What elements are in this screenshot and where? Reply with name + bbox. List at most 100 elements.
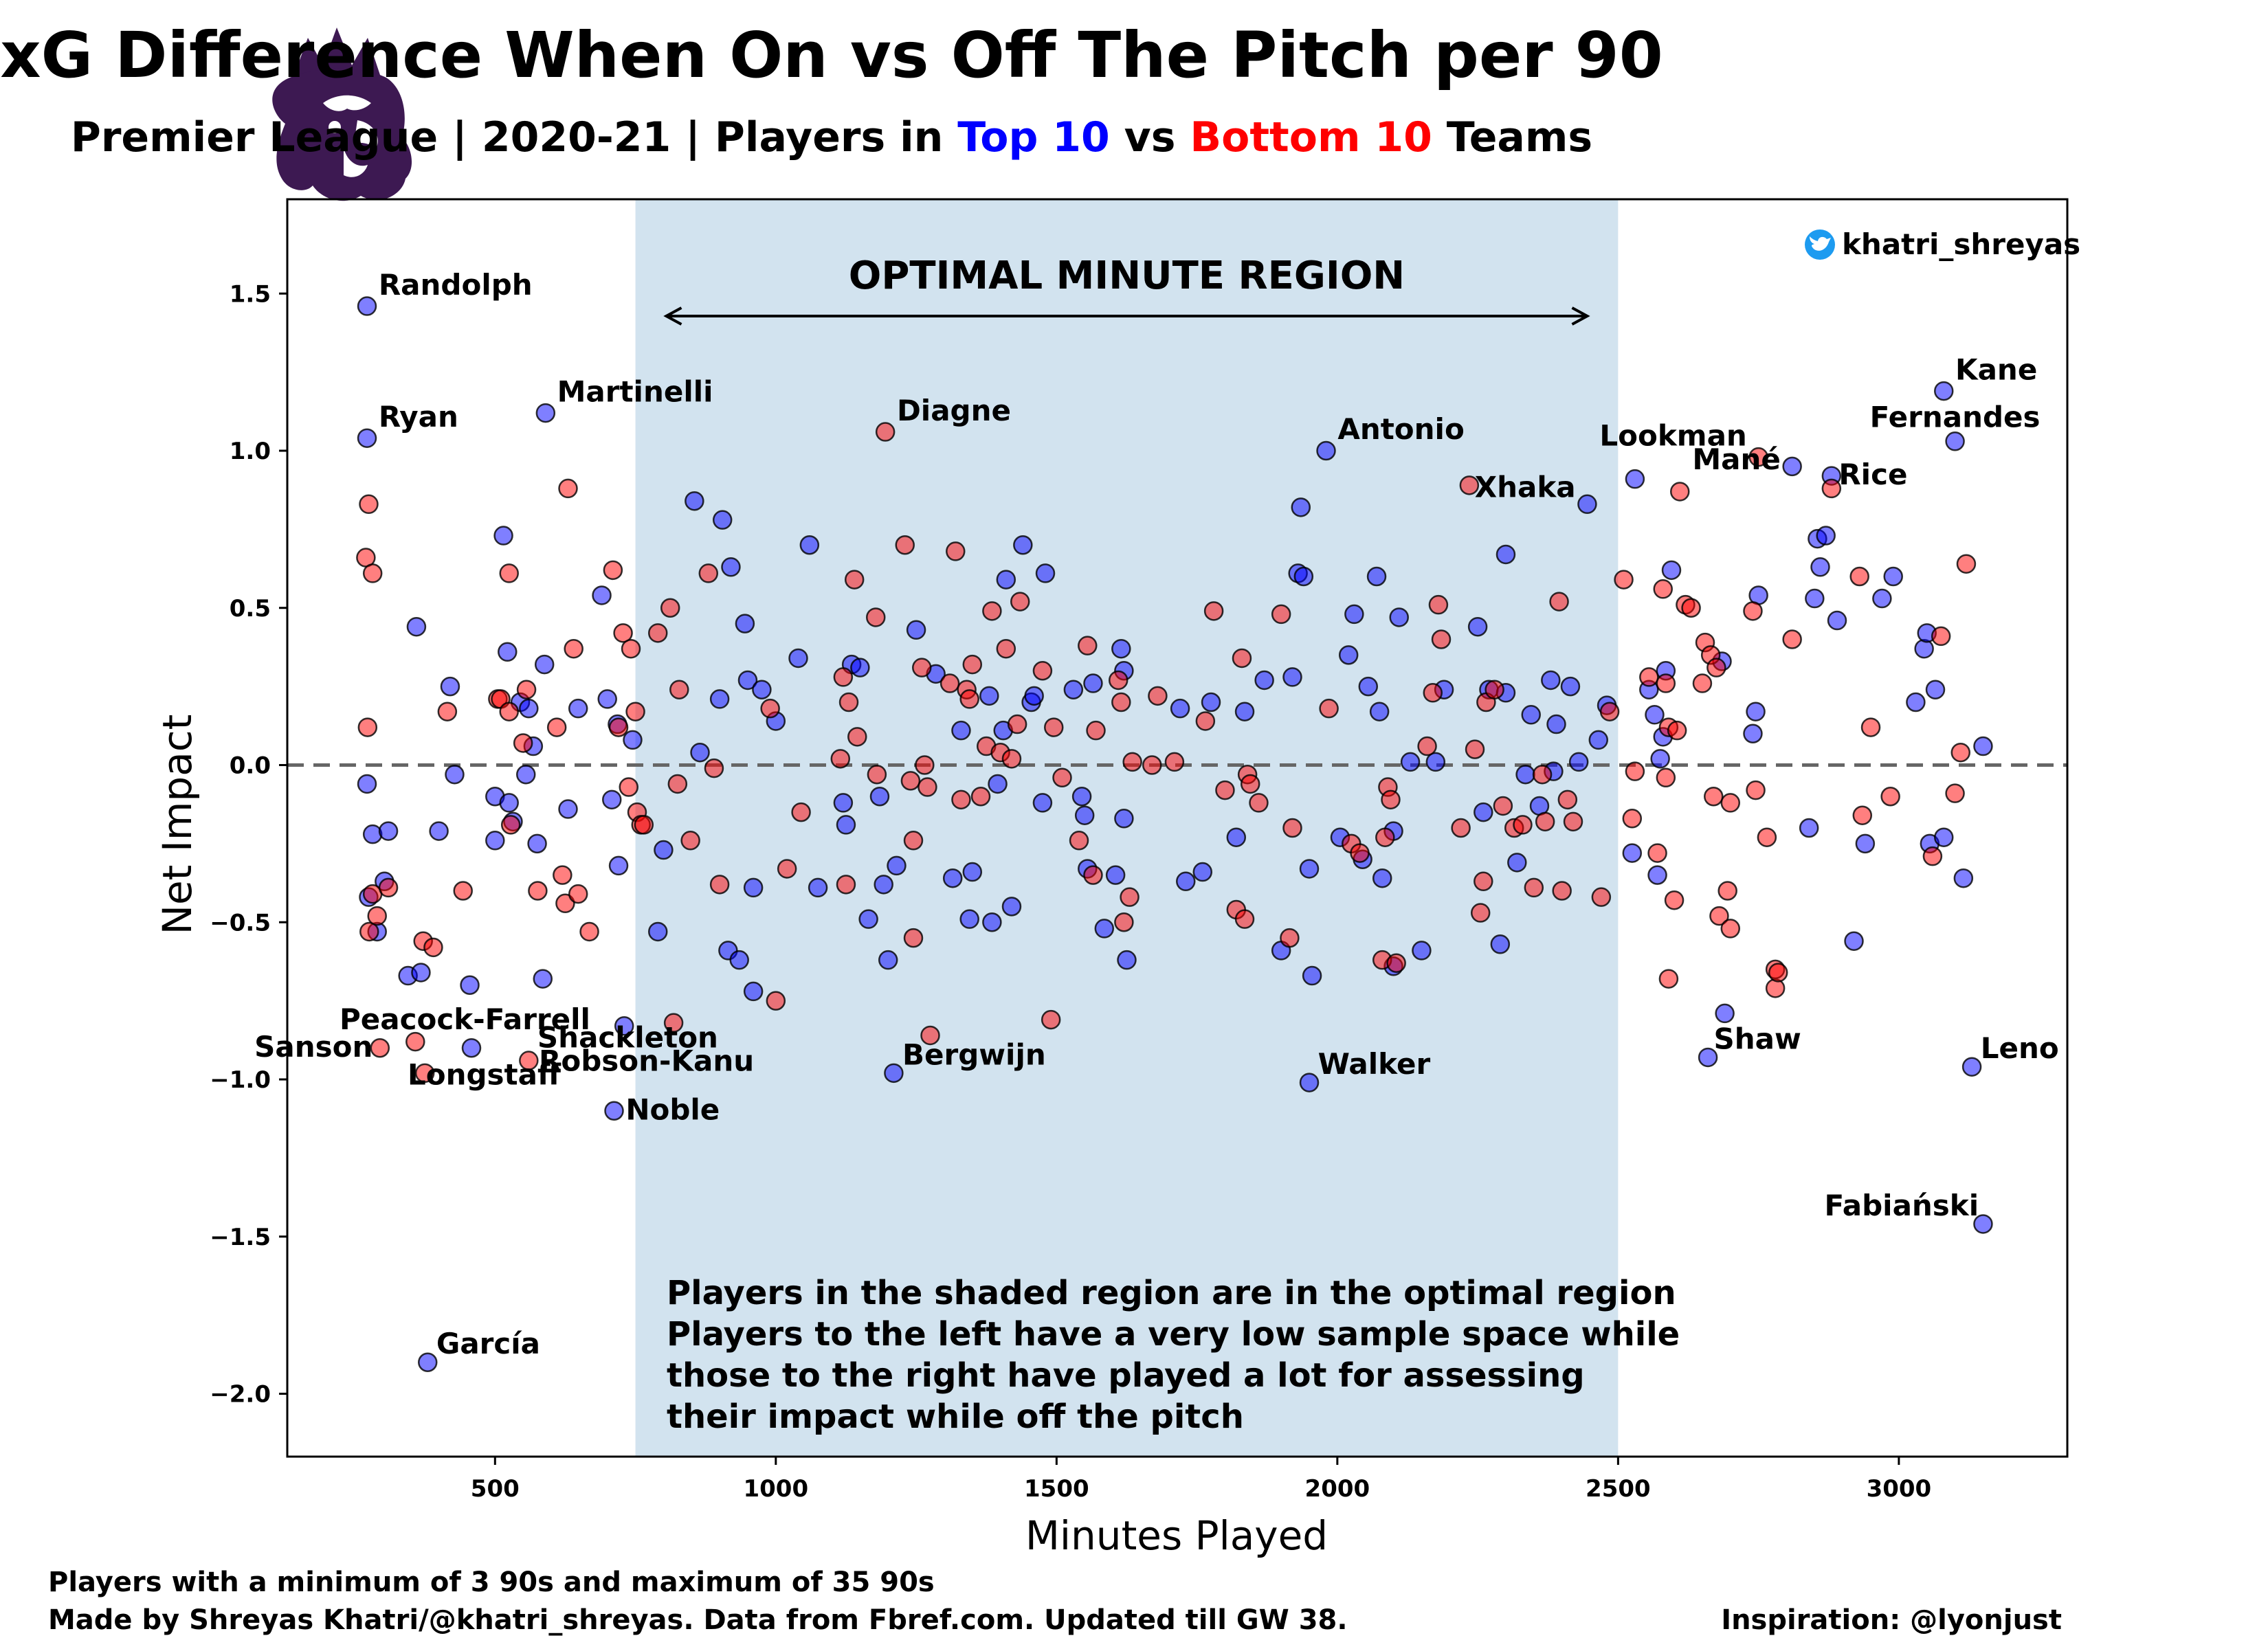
data-point [1715, 1003, 1735, 1024]
data-point [1743, 601, 1763, 621]
data-point [1249, 793, 1269, 813]
data-point [1142, 755, 1162, 775]
player-label: Leno [1981, 1031, 2059, 1065]
data-point [1338, 645, 1359, 665]
data-point [623, 730, 643, 750]
data-point [836, 875, 856, 895]
data-point [959, 689, 979, 709]
data-point [362, 563, 383, 583]
optimal-region-shade [635, 199, 1619, 1457]
data-point [685, 491, 704, 511]
data-point [1071, 787, 1092, 807]
data-point [1254, 670, 1274, 691]
player-label: Martinelli [557, 374, 713, 408]
data-point [1282, 667, 1302, 687]
data-point [1743, 723, 1763, 743]
plot-area: Randolph Ryan Martinelli Diagne Antonio Lookm… [210, 198, 2069, 1503]
data-point [1425, 752, 1446, 772]
data-point [429, 821, 449, 841]
data-point [1799, 818, 1819, 838]
data-point [1271, 604, 1291, 625]
data-point [1083, 673, 1103, 693]
data-point [833, 793, 854, 813]
data-point [791, 802, 811, 822]
player-label: Fabiański [1825, 1189, 1979, 1222]
data-point [519, 1051, 539, 1070]
data-point [1111, 638, 1131, 659]
data-point [1474, 802, 1493, 822]
data-point [1496, 544, 1516, 565]
player-label: Peacock-Farrell [340, 1002, 590, 1036]
series-bottom-10 [356, 422, 1977, 1084]
data-point [1720, 793, 1741, 813]
data-point [1375, 827, 1395, 847]
twitter-bird-icon [1810, 236, 1831, 251]
data-point [553, 865, 572, 885]
data-point [721, 557, 741, 577]
data-point [1515, 764, 1535, 785]
premier-league-logo [272, 27, 412, 201]
player-label: Bergwijn [902, 1037, 1046, 1071]
data-point [1203, 601, 1224, 621]
data-point [1459, 475, 1480, 495]
x-axis-ticks: 500 1000 1500 2000 2500 3000 [471, 1457, 1931, 1503]
data-point [1032, 793, 1053, 813]
data-point [1428, 594, 1449, 615]
arrow-right-head [1571, 306, 1590, 326]
data-point [1465, 739, 1485, 759]
y-axis-ticks: 1.5 1.0 0.5 0.0 −0.5 −1.0 −1.5 −2.0 [210, 280, 287, 1409]
data-point [1350, 843, 1370, 863]
data-point [680, 831, 700, 851]
data-point [946, 541, 966, 561]
data-point [743, 981, 764, 1002]
player-label: Rice [1838, 458, 1907, 491]
data-point [619, 777, 639, 797]
data-point [1010, 592, 1030, 612]
data-point [760, 698, 780, 719]
data-point [878, 950, 898, 970]
data-point [614, 1016, 634, 1036]
data-point [979, 686, 999, 706]
data-point [887, 855, 907, 876]
data-point [1007, 714, 1027, 734]
data-point [654, 840, 674, 860]
data-point [357, 717, 378, 737]
data-point [445, 764, 465, 785]
data-point [940, 673, 960, 693]
data-point [1086, 720, 1106, 741]
data-point [357, 774, 377, 794]
data-point [1120, 887, 1139, 907]
data-point [1667, 720, 1687, 741]
data-point [1467, 616, 1488, 637]
data-point [1041, 1009, 1061, 1030]
data-point [579, 921, 599, 942]
data-point [830, 749, 851, 769]
data-point [850, 658, 870, 677]
data-point [405, 1031, 425, 1052]
data-point [1925, 680, 1946, 699]
data-point [604, 1101, 624, 1121]
data-point [1765, 978, 1786, 998]
player-label: Fernandes [1870, 400, 2041, 434]
data-point [918, 777, 937, 797]
data-point [1412, 941, 1432, 961]
data-point [528, 881, 548, 901]
data-point [743, 877, 764, 898]
data-point [1299, 859, 1320, 879]
x-tick-label: 3000 [1867, 1475, 1932, 1503]
twitter-handle-text: khatri_shreyas [1842, 227, 2080, 261]
data-point [558, 478, 578, 499]
data-point [440, 676, 460, 697]
data-point [1299, 1073, 1320, 1092]
player-labels: Randolph Ryan Martinelli Diagne Antonio Lookm… [254, 268, 2059, 1360]
data-point [1232, 648, 1252, 669]
x-tick-label: 1000 [743, 1475, 808, 1503]
data-point [546, 717, 567, 737]
data-point [1164, 752, 1185, 772]
data-point [1366, 566, 1387, 587]
data-point [777, 859, 797, 879]
data-point [1078, 636, 1098, 655]
data-point [1226, 827, 1247, 847]
data-point [951, 720, 971, 741]
